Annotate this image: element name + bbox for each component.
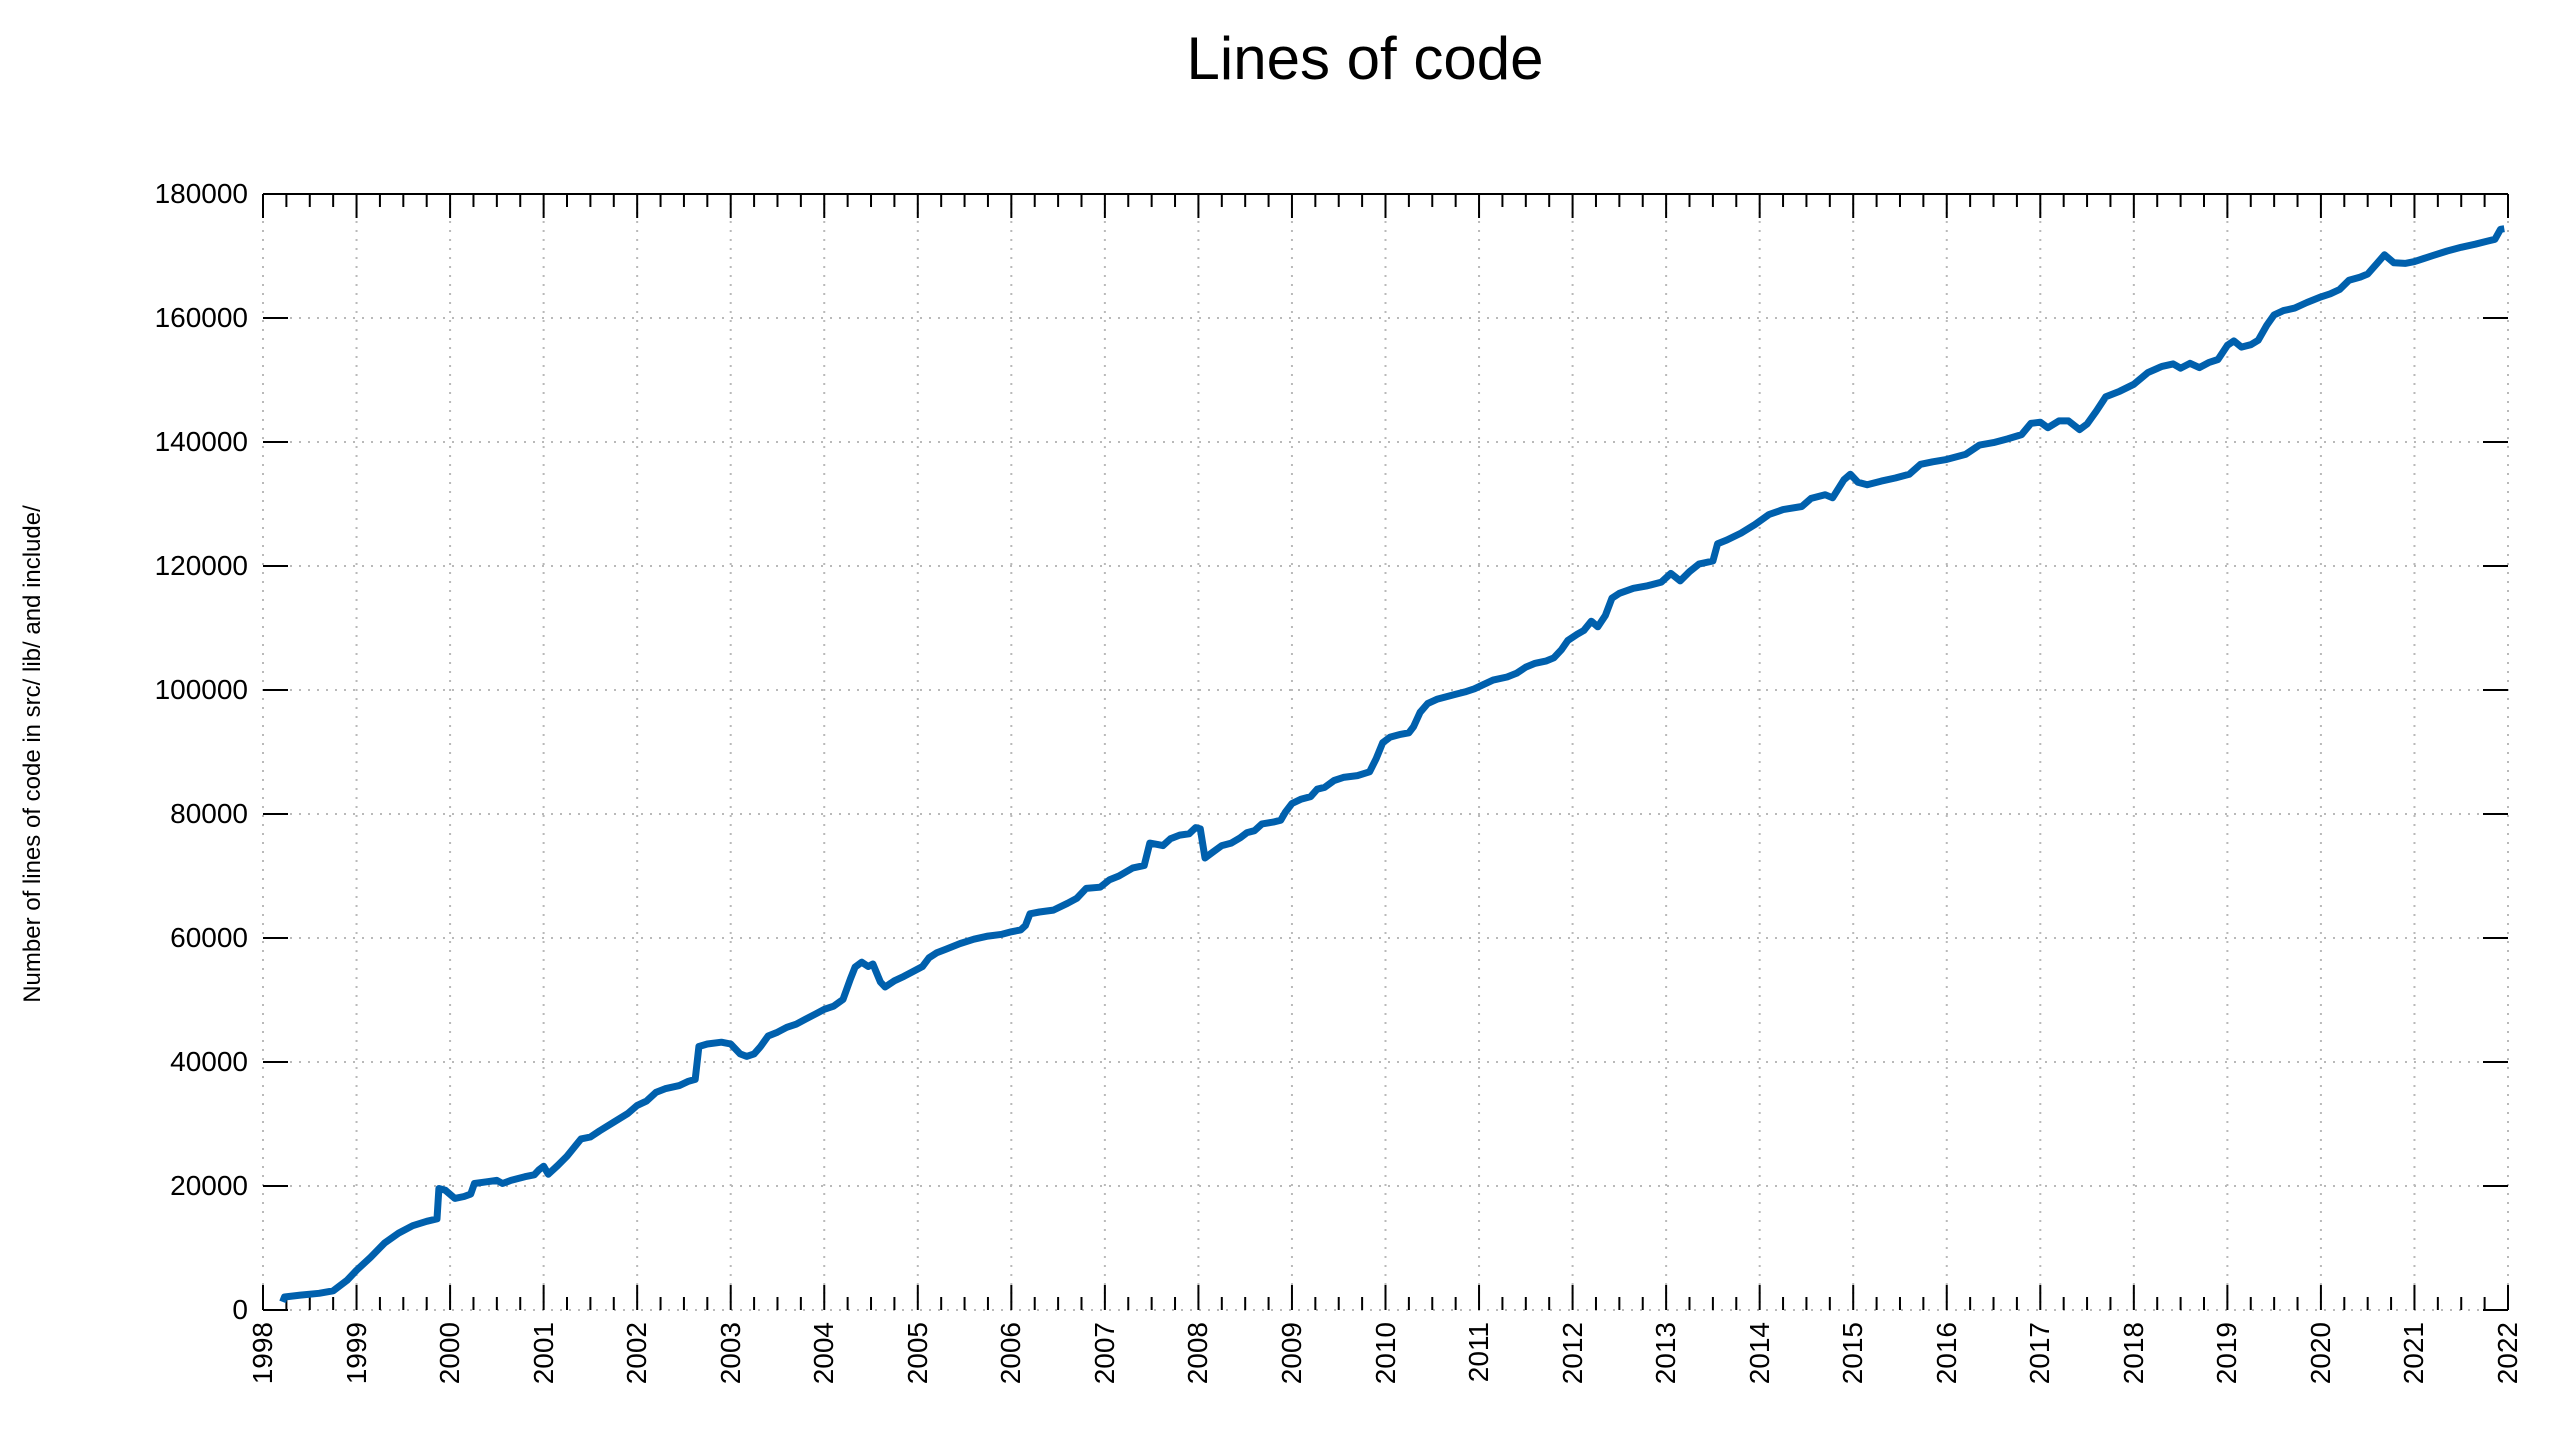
y-tick-label: 60000: [170, 922, 248, 953]
y-tick-label: 40000: [170, 1046, 248, 1077]
x-tick-label: 2009: [1275, 1322, 1307, 1385]
y-tick-label: 20000: [170, 1170, 248, 1201]
x-tick-label: 2020: [2304, 1322, 2336, 1385]
y-tick-label: 160000: [154, 302, 248, 333]
x-tick-label: 2004: [808, 1322, 840, 1385]
x-tick-label: 2021: [2398, 1322, 2430, 1385]
x-tick-label: 2011: [1463, 1322, 1495, 1383]
x-tick-label: 2014: [1743, 1322, 1775, 1385]
x-tick-label: 2006: [995, 1322, 1027, 1385]
x-tick-label: 1998: [247, 1322, 278, 1385]
x-tick-label: 2001: [527, 1322, 559, 1385]
x-tick-label: 2016: [1930, 1322, 1962, 1385]
y-tick-label: 80000: [170, 798, 248, 829]
x-tick-label: 2002: [621, 1322, 653, 1385]
y-tick-label: 0: [232, 1294, 248, 1325]
axes-and-ticks: [262, 193, 2509, 1311]
x-tick-label: 2005: [901, 1322, 933, 1385]
y-tick-label: 140000: [154, 426, 248, 457]
y-tick-label: 120000: [154, 550, 248, 581]
x-tick-label: 2022: [2492, 1322, 2523, 1385]
y-tick-label: 180000: [154, 178, 248, 209]
x-tick-label: 2007: [1088, 1322, 1120, 1385]
y-tick-label: 100000: [154, 674, 248, 705]
x-tick-label: 2018: [2117, 1322, 2149, 1385]
x-tick-label: 2017: [2024, 1322, 2056, 1385]
x-tick-label: 2003: [714, 1322, 746, 1385]
x-tick-label: 2013: [1650, 1322, 1682, 1385]
x-tick-label: 2012: [1556, 1322, 1588, 1385]
chart-title: Lines of code: [1186, 25, 1544, 92]
x-tick-label: 2008: [1182, 1322, 1214, 1385]
x-tick-label: 2019: [2211, 1322, 2243, 1385]
x-tick-label: 2000: [434, 1322, 466, 1385]
x-tick-label: 2010: [1369, 1322, 1401, 1385]
x-tick-label: 1999: [340, 1322, 372, 1385]
gridlines: [262, 194, 2509, 1311]
loc-line-series: [279, 225, 2505, 1304]
x-tick-label: 2015: [1837, 1322, 1869, 1385]
